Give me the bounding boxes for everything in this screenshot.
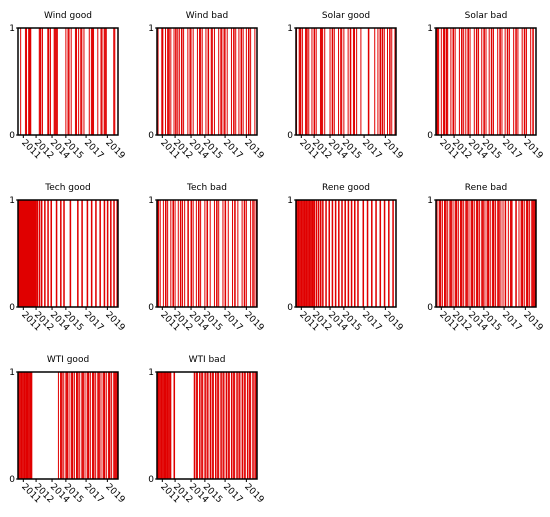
y-tick-label: 1 — [148, 24, 154, 34]
y-tick-label: 0 — [148, 303, 154, 313]
plot-frame — [17, 27, 119, 136]
plot-frame — [17, 199, 119, 308]
y-tick-label: 0 — [9, 131, 15, 141]
plot-frame — [295, 27, 397, 136]
chart-title: WTI good — [47, 355, 89, 365]
chart-title: Wind bad — [186, 11, 228, 21]
y-tick-label: 0 — [287, 131, 293, 141]
y-tick-label: 0 — [148, 475, 154, 485]
y-tick-label: 1 — [9, 368, 15, 378]
plot-frame — [156, 199, 258, 308]
regime-probability-line — [156, 371, 257, 480]
y-tick-label: 1 — [9, 196, 15, 206]
plot-frame — [156, 371, 258, 480]
y-tick-label: 1 — [287, 196, 293, 206]
chart-title: Wind good — [44, 11, 92, 21]
plot-frame — [295, 199, 397, 308]
y-tick-label: 0 — [287, 303, 293, 313]
chart-title: WTI bad — [189, 355, 226, 365]
y-tick-label: 1 — [427, 24, 433, 34]
y-tick-label: 1 — [9, 24, 15, 34]
chart-title: Tech bad — [186, 183, 227, 193]
chart-title: Tech good — [44, 183, 90, 193]
y-tick-label: 1 — [287, 24, 293, 34]
plot-frame — [17, 371, 119, 480]
chart-title: Solar good — [322, 11, 370, 21]
y-tick-label: 1 — [148, 196, 154, 206]
chart-title: Rene good — [322, 183, 370, 193]
y-tick-label: 0 — [148, 131, 154, 141]
y-tick-label: 1 — [148, 368, 154, 378]
chart-title: Rene bad — [465, 183, 507, 193]
x-tick-label: 2019 — [242, 482, 265, 505]
y-tick-label: 0 — [9, 303, 15, 313]
y-tick-label: 1 — [427, 196, 433, 206]
y-tick-label: 0 — [427, 303, 433, 313]
chart-title: Solar bad — [465, 11, 508, 21]
plot-frame — [435, 27, 537, 136]
plot-frame — [156, 27, 258, 136]
plot-frame — [435, 199, 537, 308]
y-tick-label: 0 — [9, 475, 15, 485]
x-tick-label: 2017 — [221, 482, 244, 505]
y-tick-label: 0 — [427, 131, 433, 141]
